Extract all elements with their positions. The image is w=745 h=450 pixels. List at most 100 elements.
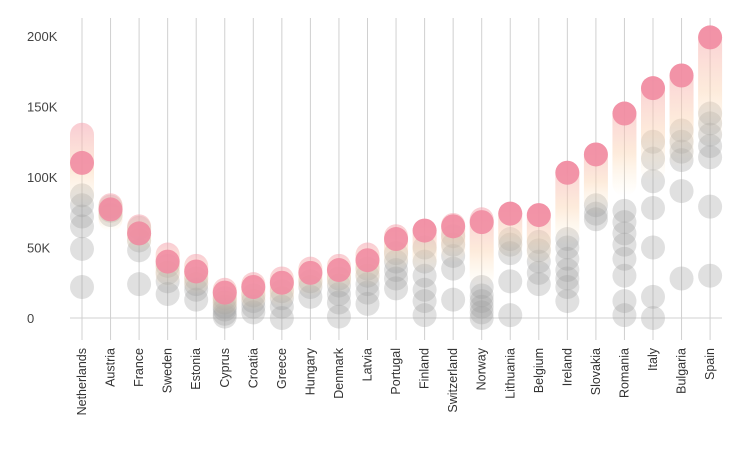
- highlight-point-denmark[interactable]: [326, 258, 351, 283]
- history-point: [698, 263, 723, 288]
- x-tick-label-belgium: Belgium: [532, 348, 546, 393]
- history-point: [612, 263, 637, 288]
- history-point: [70, 204, 94, 229]
- highlight-point-belgium[interactable]: [526, 203, 551, 228]
- x-tick-label-spain: Spain: [703, 348, 717, 380]
- x-tick-label-estonia: Estonia: [189, 348, 203, 390]
- x-tick-label-lithuania: Lithuania: [503, 348, 517, 399]
- x-tick-label-switzerland: Switzerland: [446, 348, 460, 413]
- history-point: [555, 258, 580, 283]
- y-tick-label: 150K: [27, 100, 58, 115]
- history-point: [498, 303, 523, 328]
- history-point: [612, 289, 637, 314]
- history-point: [412, 303, 437, 328]
- history-point: [526, 260, 551, 285]
- history-point: [441, 287, 466, 312]
- history-point: [326, 290, 351, 315]
- history-point: [583, 207, 608, 232]
- history-point: [70, 274, 94, 299]
- history-point: [555, 246, 580, 271]
- history-point: [70, 236, 94, 261]
- x-tick-label-austria: Austria: [104, 348, 118, 387]
- highlight-point-estonia[interactable]: [184, 259, 209, 284]
- trail-bulgaria: [669, 63, 694, 168]
- history-point: [469, 283, 494, 308]
- highlight-point-croatia[interactable]: [241, 274, 266, 299]
- highlight-point-romania[interactable]: [612, 101, 637, 126]
- highlight-point-france[interactable]: [127, 221, 152, 246]
- y-tick-label: 200K: [27, 29, 58, 44]
- history-point: [612, 303, 637, 328]
- x-tick-label-bulgaria: Bulgaria: [675, 348, 689, 394]
- history-point: [555, 266, 580, 291]
- history-point: [698, 145, 723, 170]
- highlight-point-greece[interactable]: [269, 270, 294, 295]
- y-tick-label: 50K: [27, 241, 50, 256]
- history-point: [612, 198, 637, 223]
- x-tick-label-slovakia: Slovakia: [589, 348, 603, 395]
- x-tick-label-france: France: [132, 348, 146, 387]
- history-point: [469, 306, 494, 330]
- highlight-point-hungary[interactable]: [298, 260, 323, 285]
- history-point: [70, 214, 94, 239]
- history-point: [526, 272, 551, 297]
- history-point: [441, 256, 466, 281]
- history-point: [469, 294, 494, 319]
- highlight-point-italy[interactable]: [641, 76, 665, 101]
- x-tick-label-norway: Norway: [475, 347, 489, 390]
- history-point: [612, 246, 637, 271]
- trail-romania: [612, 101, 637, 197]
- x-tick-label-netherlands: Netherlands: [75, 348, 89, 415]
- history-point: [326, 304, 351, 329]
- y-axis: 0 50K 100K 150K 200K: [27, 29, 58, 326]
- history-point: [269, 306, 294, 330]
- history-point: [669, 266, 694, 291]
- highlight-point-switzerland[interactable]: [441, 214, 466, 239]
- history-point: [412, 289, 437, 314]
- history-point: [355, 291, 380, 316]
- history-point: [412, 277, 437, 302]
- x-tick-label-italy: Italy: [646, 347, 660, 371]
- x-tick-label-latvia: Latvia: [361, 348, 375, 381]
- x-tick-label-denmark: Denmark: [332, 347, 346, 398]
- highlight-point-austria[interactable]: [98, 197, 123, 222]
- x-tick-label-romania: Romania: [617, 348, 631, 398]
- history-point: [698, 194, 723, 219]
- highlight-point-cyprus[interactable]: [212, 280, 237, 305]
- highlight-point-latvia[interactable]: [355, 248, 380, 273]
- highlight-point-finland[interactable]: [412, 218, 437, 243]
- history-point: [641, 235, 665, 260]
- highlight-point-bulgaria[interactable]: [669, 63, 694, 88]
- history-point: [384, 266, 409, 291]
- history-point: [498, 269, 523, 294]
- highlight-point-ireland[interactable]: [555, 160, 580, 185]
- x-tick-label-finland: Finland: [418, 348, 432, 389]
- history-point: [612, 210, 637, 235]
- x-tick-label-sweden: Sweden: [161, 348, 175, 393]
- history-point: [127, 272, 152, 297]
- x-tick-label-croatia: Croatia: [246, 348, 260, 388]
- history-point: [641, 196, 665, 221]
- highlight-point-slovakia[interactable]: [583, 142, 608, 167]
- history-point: [555, 274, 580, 299]
- highlight-layer: [70, 25, 723, 305]
- y-tick-label: 0: [27, 311, 34, 326]
- history-point: [155, 282, 180, 307]
- history-point: [184, 287, 209, 312]
- highlight-point-netherlands[interactable]: [70, 150, 94, 175]
- history-point: [384, 276, 409, 301]
- history-point: [641, 284, 665, 309]
- x-tick-label-cyprus: Cyprus: [218, 348, 232, 388]
- highlight-point-spain[interactable]: [698, 25, 723, 50]
- highlight-point-lithuania[interactable]: [498, 201, 523, 226]
- trail-italy: [641, 76, 665, 182]
- y-tick-label: 100K: [27, 170, 58, 185]
- highlight-point-norway[interactable]: [469, 210, 494, 235]
- x-tick-label-portugal: Portugal: [389, 348, 403, 395]
- history-point: [641, 306, 665, 330]
- highlight-point-portugal[interactable]: [384, 227, 409, 252]
- x-tick-label-ireland: Ireland: [560, 348, 574, 386]
- trail-spain: [698, 25, 723, 147]
- highlight-point-sweden[interactable]: [155, 249, 180, 274]
